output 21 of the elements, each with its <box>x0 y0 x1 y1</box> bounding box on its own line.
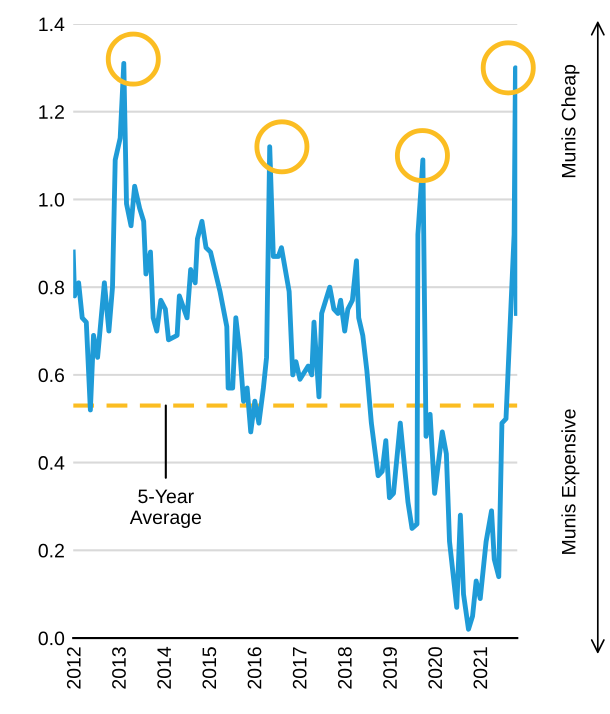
y-tick-label: 1.2 <box>39 105 64 119</box>
x-tick-label: 2018 <box>338 647 352 689</box>
y-tick-label: 1.0 <box>39 192 64 207</box>
y-tick-label: 0.0 <box>38 632 64 646</box>
y-tick-label: 0.4 <box>38 456 64 470</box>
x-tick-label: 2013 <box>112 647 126 689</box>
x-tick-label: 2017 <box>292 647 307 689</box>
y-tick-label: 1.4 <box>39 18 64 32</box>
y-tick-label: 0.8 <box>38 280 64 294</box>
x-tick-label: 2014 <box>157 646 172 689</box>
x-tick-label: 2021 <box>473 647 488 689</box>
x-tick-label: 2012 <box>66 647 81 689</box>
x-tick-label: 2015 <box>202 647 216 689</box>
x-tick-label: 2016 <box>248 647 262 689</box>
annotation: 5-Year Average <box>130 490 201 528</box>
text: Munis Cheap <box>561 64 580 178</box>
x-tick-label: 2019 <box>383 647 397 689</box>
y-tick-label: 0.2 <box>38 544 64 558</box>
y-tick-label: 0.6 <box>38 368 64 382</box>
text: Munis Expensive <box>561 409 580 554</box>
x-tick-label: 2020 <box>428 647 442 689</box>
